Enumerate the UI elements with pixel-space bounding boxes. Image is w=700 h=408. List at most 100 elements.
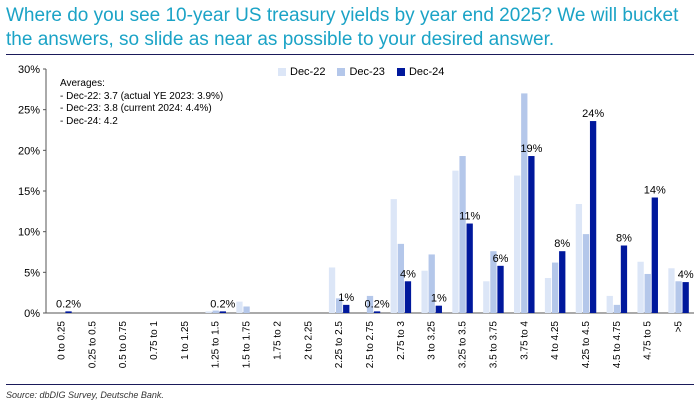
- x-tick-label: 4.25 to 4.5: [581, 321, 592, 369]
- averages-heading: Averages:: [60, 78, 105, 89]
- bar-dec23: [366, 295, 374, 313]
- x-tick-label: 2.5 to 2.75: [365, 321, 376, 369]
- data-label: 0.2%: [56, 298, 81, 310]
- chart-title-line-2: the answers, so slide as near as possibl…: [6, 29, 555, 50]
- x-tick-label: 1.75 to 2: [272, 321, 283, 360]
- bar-dec22: [544, 278, 552, 313]
- bar-dec23: [397, 243, 405, 313]
- y-tick-label: 0%: [24, 308, 40, 320]
- legend-swatch-dec24: [396, 68, 405, 76]
- bar-dec22: [421, 270, 428, 313]
- averages-annotation: Averages: - Dec-22: 3.7 (actual YE 2023:…: [60, 78, 223, 128]
- legend-item-dec22: Dec-22: [278, 66, 325, 78]
- bar-dec23: [675, 281, 682, 313]
- bar-dec22: [390, 199, 397, 313]
- bar-dec22: [514, 175, 521, 313]
- bar-chart: 0% 5% 10% 15% 20% 25% 30% 0.2% 0 to 0.25 0.25 to …: [18, 64, 694, 369]
- x-tick-label: 0.25 to 0.5: [87, 321, 98, 369]
- chart-title: Where do you see 10-year US treasury yie…: [6, 4, 696, 52]
- data-label: 4%: [678, 269, 694, 281]
- bar-dec24: [682, 282, 689, 313]
- data-label: 24%: [582, 108, 604, 120]
- x-tick-label: 2.75 to 3: [396, 321, 407, 360]
- bar-dec24: [404, 281, 412, 313]
- bar-dec24: [497, 265, 504, 313]
- bar-dec22: [575, 204, 583, 313]
- legend-label-dec23: Dec-23: [349, 66, 385, 78]
- x-tick-label: 3.25 to 3.5: [458, 321, 469, 369]
- bar-dec24: [589, 121, 597, 313]
- bar-dec23: [459, 156, 466, 313]
- bar-dec22: [452, 170, 459, 313]
- y-tick-label: 25%: [18, 105, 40, 117]
- x-tick-label: 0 to 0.25: [56, 321, 67, 360]
- averages-line-dec23: - Dec-23: 3.8 (current 2024: 4.4%): [60, 103, 212, 114]
- bar-dec24: [620, 245, 628, 313]
- x-tick-label: 4 to 4.25: [550, 321, 561, 360]
- data-label: 14%: [644, 185, 666, 197]
- bar-dec23: [428, 254, 435, 313]
- data-label: 19%: [520, 143, 542, 155]
- bottom-divider: [6, 384, 694, 385]
- x-tick-label: 1.25 to 1.5: [211, 321, 222, 369]
- data-label: 11%: [459, 211, 480, 223]
- data-label: 8%: [616, 232, 632, 244]
- bar-dec23: [335, 298, 343, 313]
- y-tick-label: 20%: [18, 145, 40, 157]
- bar-dec22: [668, 268, 675, 313]
- x-tick-label: 0.5 to 0.75: [118, 321, 129, 369]
- legend-swatch-dec23: [337, 68, 346, 76]
- bar-dec23: [490, 251, 497, 313]
- averages-line-dec24: - Dec-24: 4.2: [60, 115, 118, 127]
- bar-dec23: [212, 310, 219, 313]
- y-tick-label: 30%: [18, 64, 40, 76]
- y-tick-label: 5%: [24, 267, 40, 279]
- data-label: 1%: [431, 293, 447, 305]
- bar-dec24: [528, 156, 535, 313]
- x-tick-label: 1 to 1.25: [180, 321, 191, 360]
- legend-label-dec22: Dec-22: [290, 66, 326, 78]
- bar-dec24: [466, 223, 473, 313]
- legend-item-dec23: Dec-23: [337, 66, 385, 78]
- x-tick-label: 3 to 3.25: [427, 321, 438, 360]
- bar-dec22: [205, 311, 212, 313]
- bar-dec23: [644, 273, 651, 313]
- legend-item-dec24: Dec-24: [396, 66, 445, 78]
- data-label: 0.2%: [365, 298, 390, 310]
- x-tick-label: 2.25 to 2.5: [334, 321, 345, 369]
- bar-dec22: [236, 301, 243, 313]
- top-divider: [6, 54, 694, 55]
- bar-dec24: [373, 311, 381, 313]
- data-label: 4%: [400, 268, 416, 280]
- x-tick-label: 0.75 to 1: [149, 321, 160, 360]
- bar-dec23: [613, 304, 621, 313]
- x-tick-label: >5: [674, 321, 685, 333]
- bar-dec23: [243, 306, 250, 313]
- data-label: 0.2%: [210, 298, 235, 310]
- x-tick-label: 4.75 to 5: [643, 321, 654, 360]
- bar-dec24: [651, 197, 658, 313]
- source-note: Source: dbDIG Survey, Deutsche Bank.: [6, 390, 164, 400]
- bar-dec23: [521, 93, 528, 314]
- x-tick-label: 4.5 to 4.75: [612, 321, 623, 369]
- x-tick-label: 1.5 to 1.75: [242, 321, 253, 369]
- bar-dec24: [559, 251, 566, 313]
- bar-dec22: [606, 295, 613, 313]
- bar-dec22: [328, 267, 336, 313]
- legend: Dec-22 Dec-23 Dec-24: [278, 66, 444, 78]
- bar-dec23: [582, 234, 590, 313]
- data-label: 1%: [338, 292, 354, 304]
- bar-dec24: [343, 304, 350, 313]
- x-tick-label: 3.75 to 4: [519, 321, 530, 360]
- data-label: 8%: [554, 238, 570, 250]
- chart-title-line-1: Where do you see 10-year US treasury yie…: [6, 5, 679, 26]
- y-tick-label: 15%: [18, 186, 40, 198]
- x-tick-label: 3.5 to 3.75: [488, 321, 499, 369]
- bar-dec24: [219, 311, 226, 313]
- legend-label-dec24: Dec-24: [408, 66, 445, 78]
- bar-dec24: [65, 311, 72, 313]
- x-tick-label: 2 to 2.25: [303, 321, 314, 360]
- bar-dec22: [483, 281, 490, 313]
- bar-dec24: [435, 305, 442, 313]
- y-tick-label: 10%: [18, 227, 40, 239]
